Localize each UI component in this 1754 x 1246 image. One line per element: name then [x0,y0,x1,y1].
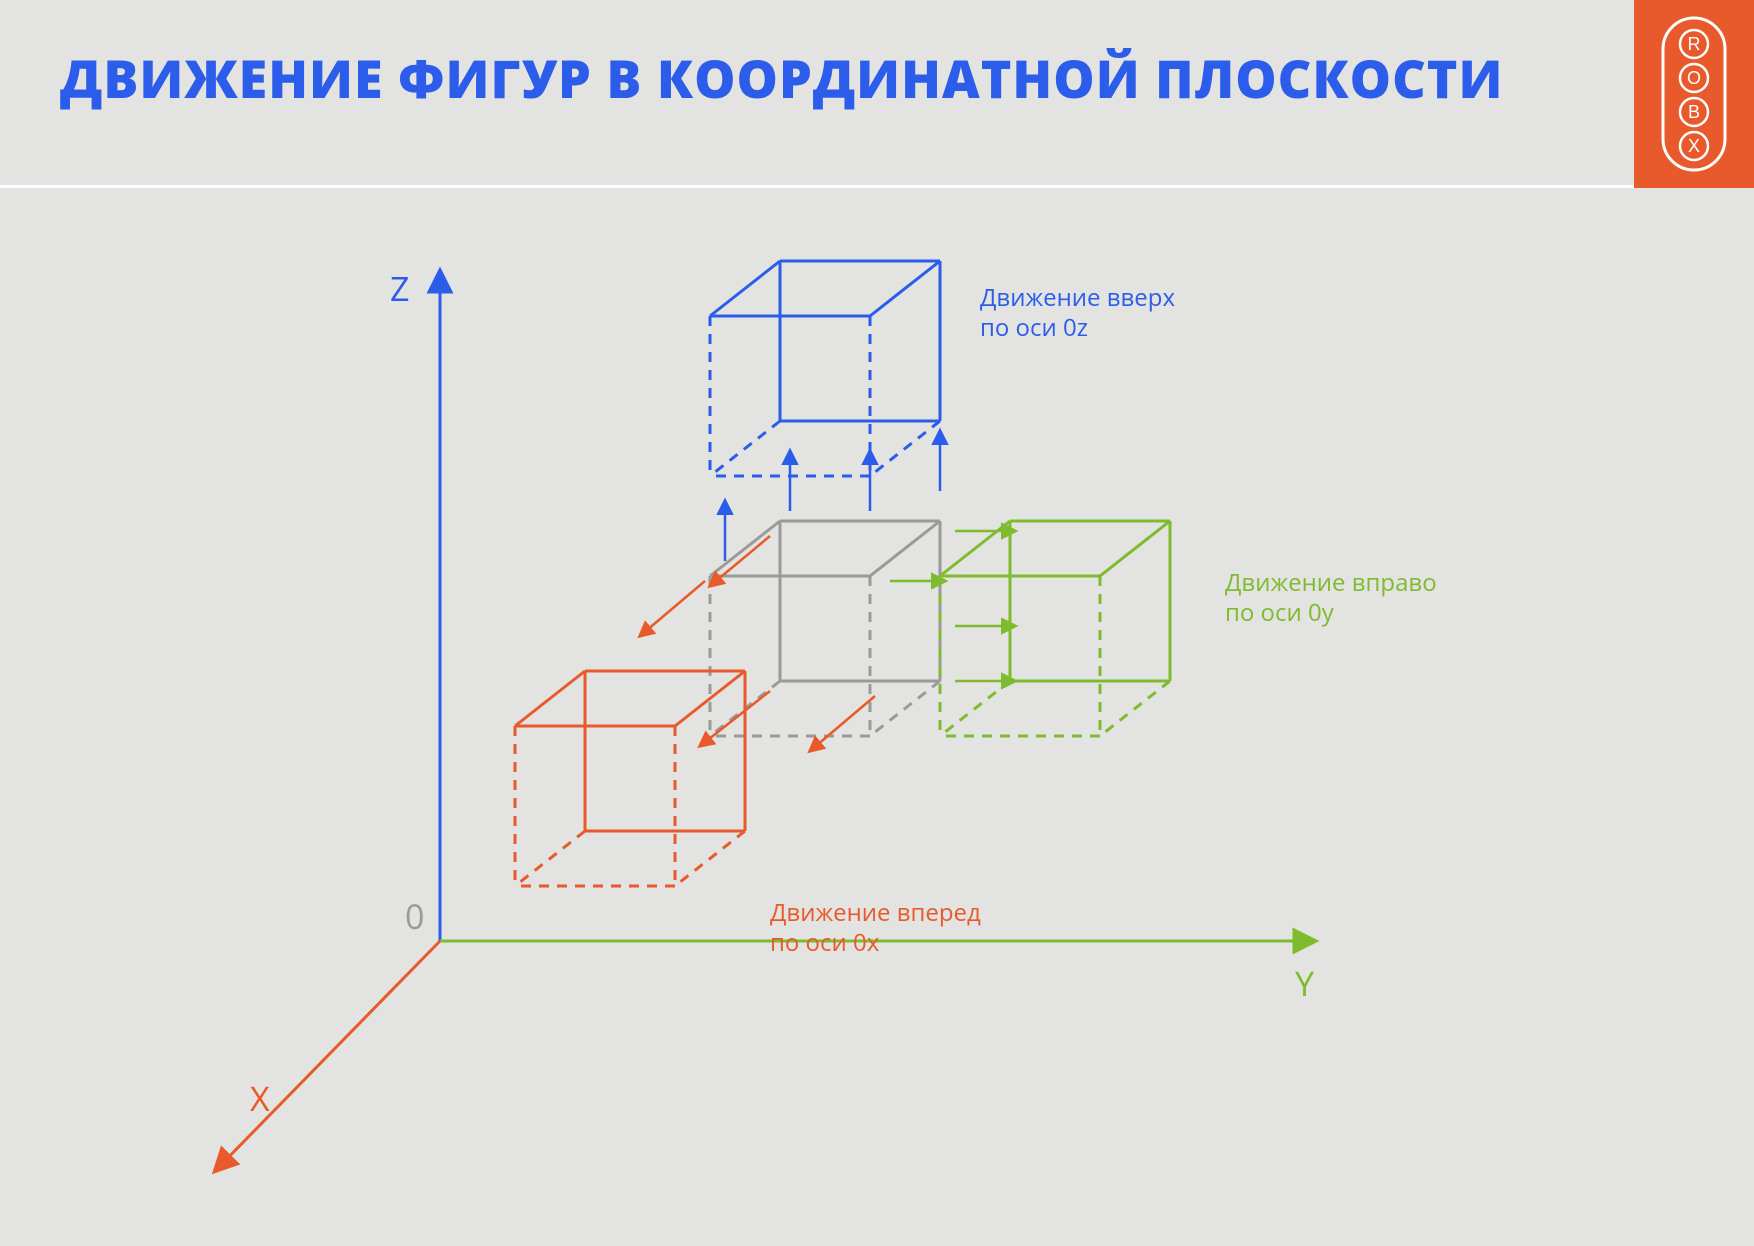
diagram-area: Z Y X 0 Движение вверх по оси 0z Движени… [0,191,1754,1241]
motion-arrows-front [640,536,875,751]
caption-x: Движение вперед по оси 0x [770,896,987,959]
cube-green [940,521,1170,736]
origin-label: 0 [405,893,424,939]
cube-blue [710,261,940,476]
x-axis-label: X [250,1075,270,1121]
z-axis-label: Z [390,265,409,311]
axes [215,271,1315,1171]
x-axis [215,941,440,1171]
svg-text:B: B [1688,102,1700,122]
logo-badge: R O B X [1634,0,1754,188]
logo-icon: R O B X [1659,14,1729,174]
svg-text:X: X [1688,136,1700,156]
motion-arrows-up [725,431,940,561]
motion-arrows-right [890,531,1015,681]
caption-z: Движение вверх по оси 0z [980,281,1181,344]
page-title: ДВИЖЕНИЕ ФИГУР В КООРДИНАТНОЙ ПЛОСКОСТИ [60,48,1503,110]
coordinate-diagram: Z Y X 0 Движение вверх по оси 0z Движени… [0,191,1754,1241]
caption-y: Движение вправо по оси 0y [1225,566,1443,629]
svg-text:O: O [1687,68,1701,88]
header: ДВИЖЕНИЕ ФИГУР В КООРДИНАТНОЙ ПЛОСКОСТИ … [0,0,1754,188]
y-axis-label: Y [1295,960,1315,1006]
svg-text:R: R [1688,34,1701,54]
